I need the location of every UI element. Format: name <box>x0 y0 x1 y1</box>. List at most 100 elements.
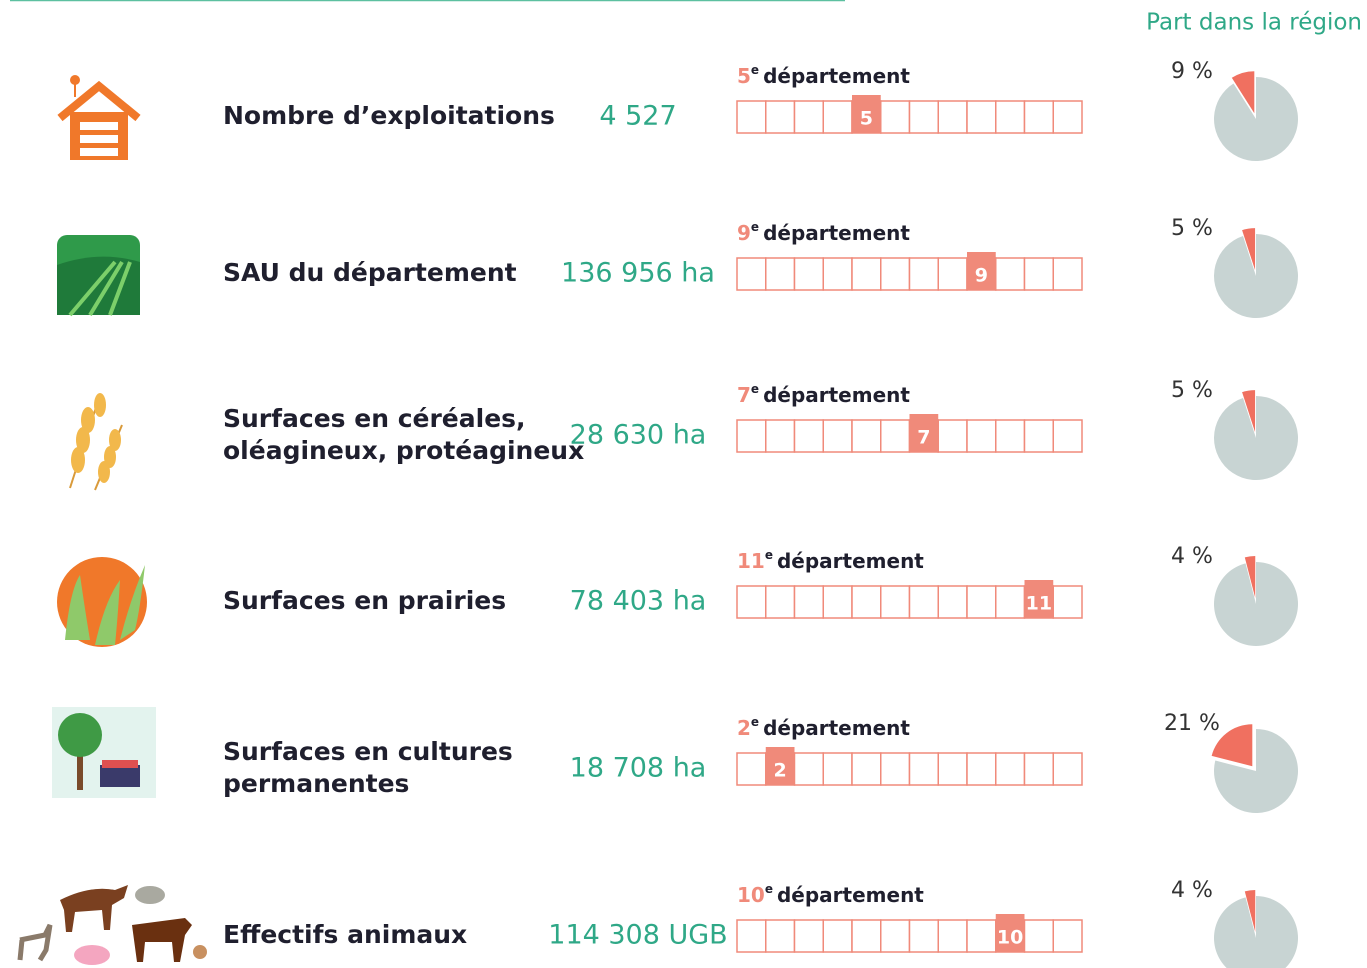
rank-cell <box>766 420 795 452</box>
row-value: 114 308 UGB <box>548 920 727 951</box>
share-label: 4 % <box>1171 544 1213 569</box>
icon-animals <box>20 885 207 965</box>
rank-number: 9 <box>737 221 751 245</box>
rank-suffix: e <box>751 63 759 77</box>
row-value: 136 956 ha <box>561 258 715 289</box>
rank-cell <box>938 258 967 290</box>
icon-meadow <box>57 557 147 647</box>
rank-cell <box>996 586 1025 618</box>
rank-number: 7 <box>737 383 751 407</box>
rank-cell <box>737 920 766 952</box>
rank-cell <box>795 258 824 290</box>
rank-cell <box>1053 753 1082 785</box>
row-label: Effectifs animaux <box>223 920 467 949</box>
rank-cell <box>967 101 996 133</box>
rank-cell <box>737 258 766 290</box>
rank-cell <box>737 101 766 133</box>
rank-cell <box>766 920 795 952</box>
rank-cell <box>737 586 766 618</box>
rank-cell <box>795 586 824 618</box>
share-label: 9 % <box>1171 59 1213 84</box>
rank-cell <box>996 101 1025 133</box>
share-label: 4 % <box>1171 878 1213 903</box>
rank-suffix: e <box>751 220 759 234</box>
rank-cell <box>967 420 996 452</box>
rank-cell <box>823 586 852 618</box>
rank-cell <box>766 586 795 618</box>
rank-cell <box>938 920 967 952</box>
rank-cell <box>823 920 852 952</box>
rank-cell <box>795 920 824 952</box>
rank-cell <box>881 258 910 290</box>
row-label: oléagineux, protéagineux <box>223 436 584 465</box>
rank-cell <box>910 920 939 952</box>
share-label: 5 % <box>1171 378 1213 403</box>
rank-cell <box>881 101 910 133</box>
rank-word: département <box>763 383 910 407</box>
row-label: SAU du département <box>223 258 517 287</box>
rank-cell <box>938 586 967 618</box>
row-label: Nombre d’exploitations <box>223 101 555 130</box>
rank-cell <box>852 586 881 618</box>
rank-cell <box>795 753 824 785</box>
rank-cell <box>823 753 852 785</box>
rank-cell <box>910 101 939 133</box>
rank-cell <box>823 420 852 452</box>
rank-cell <box>737 753 766 785</box>
rank-cell <box>996 420 1025 452</box>
rank-number: 10 <box>737 883 765 907</box>
rank-cell <box>1053 586 1082 618</box>
rank-cell <box>967 753 996 785</box>
row-label: Surfaces en cultures <box>223 737 513 766</box>
row-value: 4 527 <box>599 101 676 132</box>
rank-cell-number: 7 <box>917 427 930 449</box>
rank-cell <box>795 101 824 133</box>
pie-rest <box>1214 562 1298 646</box>
row-label: Surfaces en céréales, <box>223 404 526 433</box>
rank-cell-number: 10 <box>997 927 1023 949</box>
icon-farm <box>60 75 138 160</box>
rank-cell <box>1053 258 1082 290</box>
rank-number: 2 <box>737 716 751 740</box>
rank-cell-number: 9 <box>975 265 988 287</box>
rank-cell <box>795 420 824 452</box>
pie-rest <box>1214 234 1298 318</box>
row-value: 28 630 ha <box>570 420 707 451</box>
rank-number: 5 <box>737 64 751 88</box>
rank-suffix: e <box>751 715 759 729</box>
rank-cell-number: 11 <box>1026 593 1052 615</box>
rank-cell <box>938 753 967 785</box>
row-label: Surfaces en prairies <box>223 586 506 615</box>
rank-cell <box>881 753 910 785</box>
rank-cell <box>1025 258 1054 290</box>
row-value: 78 403 ha <box>570 586 707 617</box>
rank-cell <box>766 258 795 290</box>
rank-cell <box>766 101 795 133</box>
rank-cell <box>996 258 1025 290</box>
rank-cell <box>823 258 852 290</box>
rank-cell <box>967 586 996 618</box>
share-title: Part dans la région <box>1146 10 1362 36</box>
rank-cell <box>1025 753 1054 785</box>
rank-cell <box>1025 420 1054 452</box>
rank-cell <box>852 420 881 452</box>
row-value: 18 708 ha <box>570 753 707 784</box>
row-label: permanentes <box>223 769 409 798</box>
infographic: Part dans la région Nombre d’exploitatio… <box>0 0 1367 968</box>
rank-word: département <box>763 716 910 740</box>
rank-cell <box>910 258 939 290</box>
rank-number: 11 <box>737 549 765 573</box>
icon-wheat <box>70 393 122 490</box>
rank-cell <box>852 920 881 952</box>
rank-cell <box>1053 420 1082 452</box>
icon-orchard <box>52 707 156 798</box>
pie-rest <box>1214 396 1298 480</box>
rank-suffix: e <box>765 882 773 896</box>
rank-cell-number: 5 <box>860 108 873 130</box>
rank-cell <box>967 920 996 952</box>
rank-cell-number: 2 <box>774 760 787 782</box>
